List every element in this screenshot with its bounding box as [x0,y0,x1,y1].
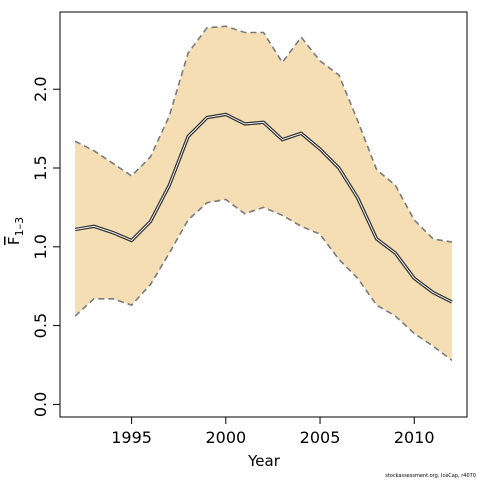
y-tick-label-2.0: 2.0 [31,76,50,101]
x-tick-label-2005: 2005 [300,428,341,447]
y-axis-title-sub: 1–3 [13,217,26,237]
footer-credit: stockassessment.org, IceCap, r4070 [385,473,476,479]
svg-text:F1–3: F1–3 [5,217,26,245]
plot-frame [59,11,468,418]
axes: 1995 2000 2005 2010 0.0 0.5 1.0 1.5 2.0 [31,76,435,447]
y-tick-label-0.5: 0.5 [31,313,50,338]
upper-bound-line [74,25,453,243]
y-tick-label-0.0: 0.0 [31,392,50,417]
plot-area [74,25,453,361]
estimate-line-highlight [75,113,453,303]
lower-bound-line [74,198,453,361]
y-tick-label-1.5: 1.5 [31,155,50,180]
y-axis-title: F1–3 [5,217,26,245]
x-tick-label-2000: 2000 [205,428,246,447]
x-tick-label-2010: 2010 [394,428,435,447]
x-tick-label-1995: 1995 [111,428,152,447]
x-axis-title: Year [247,452,281,470]
y-tick-label-1.0: 1.0 [31,234,50,259]
y-axis-title-main: F [5,236,23,245]
confidence-band [75,26,452,361]
